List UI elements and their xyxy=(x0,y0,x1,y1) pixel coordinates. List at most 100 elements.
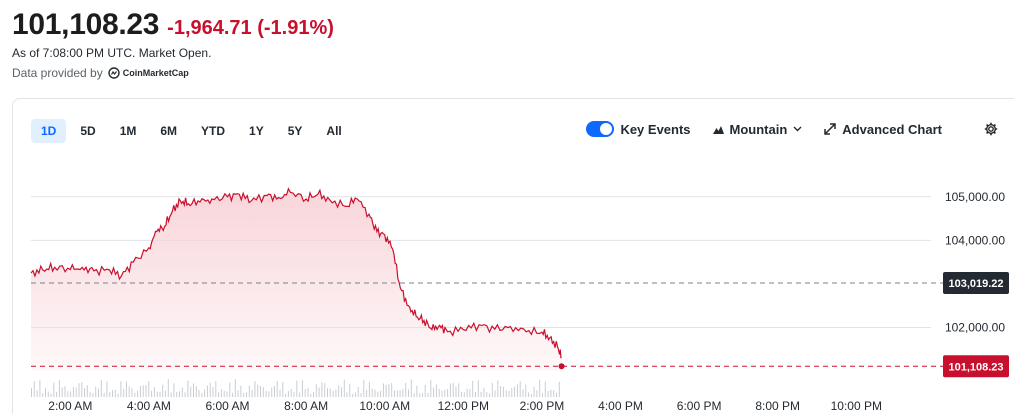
volume-bar xyxy=(167,379,169,397)
volume-bar xyxy=(223,390,225,397)
quote-header: 101,108.23 -1,964.71 (-1.91%) As of 7:08… xyxy=(12,8,334,80)
volume-bar xyxy=(327,388,328,397)
x-tick-label: 4:00 PM xyxy=(598,399,643,413)
volume-bar xyxy=(486,392,488,397)
volume-bar xyxy=(131,388,133,397)
volume-bar xyxy=(114,389,116,397)
volume-bar xyxy=(47,391,49,397)
price-line[interactable] xyxy=(30,187,562,359)
range-tab-5y[interactable]: 5Y xyxy=(287,124,303,138)
range-tab-1d[interactable]: 1D xyxy=(31,119,67,143)
volume-bar xyxy=(142,385,144,397)
range-tab-1m[interactable]: 1M xyxy=(119,124,137,138)
volume-bar xyxy=(427,392,429,397)
chart-card: 1D 5D 1M 6M YTD 1Y 5Y All Key Events Mountain A… xyxy=(12,98,1014,414)
coinmarketcap-logo[interactable]: CoinMarketCap xyxy=(108,67,189,79)
x-tick-label: 2:00 AM xyxy=(48,399,92,413)
current-price: 101,108.23 xyxy=(12,8,160,41)
range-tab-6m[interactable]: 6M xyxy=(160,124,178,138)
range-tab-ytd[interactable]: YTD xyxy=(201,124,226,138)
volume-bar xyxy=(410,379,412,397)
chevron-down-icon xyxy=(793,126,802,132)
y-tick-label: 104,000.00 xyxy=(945,233,1005,247)
volume-bar xyxy=(103,393,105,397)
current-price-dot xyxy=(558,363,565,370)
volume-bar xyxy=(184,392,186,397)
volume-bar xyxy=(98,388,99,397)
x-tick-label: 4:00 AM xyxy=(127,399,171,413)
volume-bar xyxy=(240,385,242,397)
volume-bar xyxy=(89,391,91,397)
volume-bar xyxy=(547,391,549,397)
volume-bar xyxy=(357,386,359,397)
price-chart[interactable]: 105,000.00 104,000.00 102,000.00 103,019.22… xyxy=(13,99,1014,414)
volume-bar xyxy=(558,381,560,397)
volume-bar xyxy=(472,380,474,397)
volume-bar xyxy=(151,390,153,397)
volume-bar xyxy=(435,384,437,397)
volume-bar xyxy=(36,390,38,397)
volume-bar xyxy=(170,392,172,397)
volume-bar xyxy=(511,388,513,397)
volume-bar xyxy=(458,383,460,397)
volume-bar xyxy=(285,393,287,397)
previous-close-label: 103,019.22 xyxy=(948,278,1003,290)
volume-bar xyxy=(212,387,214,397)
volume-bar xyxy=(424,384,426,397)
range-tab-1y[interactable]: 1Y xyxy=(249,124,264,138)
volume-bar xyxy=(148,381,150,397)
volume-bar xyxy=(332,391,334,397)
volume-bar xyxy=(402,389,404,397)
volume-bar xyxy=(441,390,443,397)
x-tick-label: 2:00 PM xyxy=(520,399,565,413)
volume-bar xyxy=(346,392,348,397)
volume-bar xyxy=(368,382,370,397)
volume-bar xyxy=(165,390,166,397)
volume-bar xyxy=(176,392,178,397)
volume-bar xyxy=(313,391,314,397)
advanced-chart-button[interactable]: Advanced Chart xyxy=(824,122,942,137)
volume-bar xyxy=(139,386,141,397)
volume-bar xyxy=(70,391,72,397)
range-tab-5d[interactable]: 5D xyxy=(80,124,96,138)
volume-bar xyxy=(525,384,527,397)
volume-bar xyxy=(100,379,102,397)
volume-bar xyxy=(354,392,356,397)
volume-bar xyxy=(433,387,435,397)
chart-type-dropdown[interactable]: Mountain xyxy=(712,122,803,137)
volume-bar xyxy=(84,388,86,397)
gear-icon xyxy=(984,122,998,136)
volume-bar xyxy=(363,379,365,397)
previous-close-tag xyxy=(943,272,1009,295)
volume-bar xyxy=(447,389,449,397)
chart-tools: Key Events Mountain Advanced Chart xyxy=(586,121,998,137)
volume-bar xyxy=(181,387,183,397)
volume-bar xyxy=(229,382,231,397)
settings-button[interactable] xyxy=(984,122,998,136)
coinmarketcap-icon xyxy=(108,67,120,79)
volume-bar xyxy=(106,381,108,397)
volume-bar xyxy=(371,388,373,397)
volume-bar xyxy=(153,387,155,397)
volume-bar xyxy=(209,382,211,397)
volume-bar xyxy=(366,389,368,397)
x-tick-label: 12:00 PM xyxy=(438,399,489,413)
volume-bar xyxy=(394,390,395,397)
volume-bar xyxy=(324,383,326,397)
volume-bar xyxy=(536,390,538,397)
volume-bar xyxy=(282,382,284,397)
volume-bar xyxy=(539,379,541,397)
volume-bar xyxy=(45,388,46,397)
volume-bar xyxy=(125,381,127,397)
volume-bar xyxy=(388,384,390,397)
volume-bar xyxy=(215,381,217,397)
volume-bar xyxy=(500,386,502,397)
volume-bar xyxy=(75,387,77,397)
volume-bar xyxy=(234,379,236,397)
key-events-toggle[interactable]: Key Events xyxy=(586,121,691,137)
volume-bar xyxy=(195,386,197,397)
toggle-icon[interactable] xyxy=(586,121,615,137)
range-tab-all[interactable]: All xyxy=(326,124,342,138)
volume-bar xyxy=(220,389,222,397)
volume-bar xyxy=(246,392,247,397)
